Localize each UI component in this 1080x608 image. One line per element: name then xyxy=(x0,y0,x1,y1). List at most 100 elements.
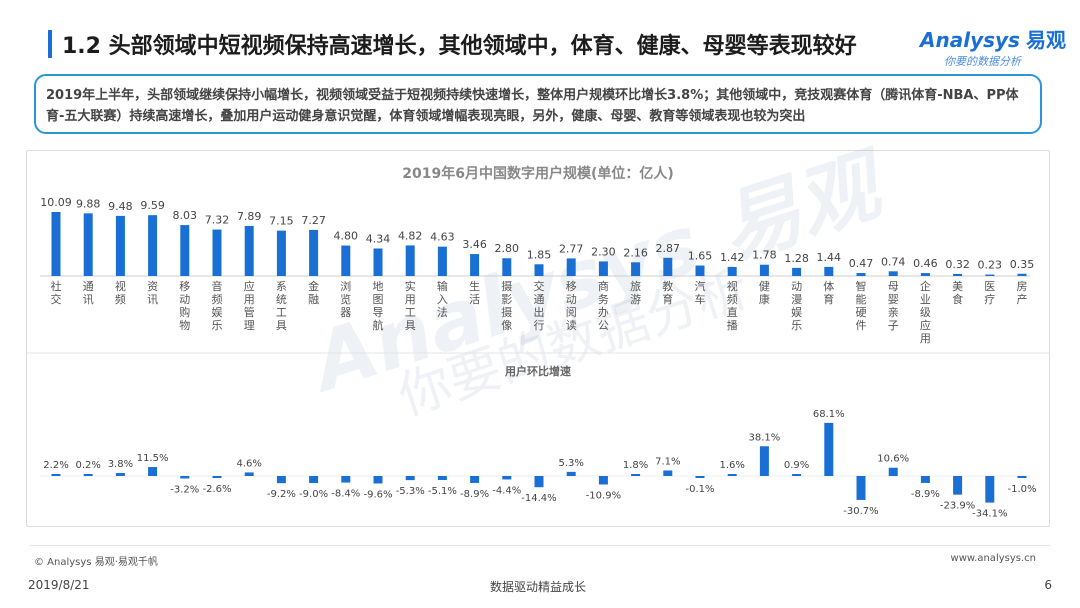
category-label: 母婴亲子 xyxy=(888,280,899,332)
growth-bar xyxy=(405,476,415,481)
category-label: 视频 xyxy=(115,279,126,306)
growth-value-label: 38.1% xyxy=(749,432,781,443)
growth-value-label: -9.0% xyxy=(299,489,328,500)
category-label: 体育 xyxy=(823,279,834,306)
brand-name-en: Analysys xyxy=(920,28,1020,52)
brand-name: Analysys 易观 xyxy=(920,24,1066,53)
growth-bar xyxy=(437,476,447,480)
category-label: 移动阅读 xyxy=(566,280,577,332)
growth-value-label: 7.1% xyxy=(655,456,680,467)
scale-bar xyxy=(437,246,447,276)
growth-value-label: 1.6% xyxy=(719,460,744,471)
category-label: 输入法 xyxy=(437,279,448,319)
scale-bar xyxy=(759,264,769,276)
category-label: 智能硬件 xyxy=(856,279,867,332)
growth-value-label: -4.4% xyxy=(492,485,521,496)
scale-value-label: 4.63 xyxy=(430,231,455,244)
scale-bar xyxy=(792,267,802,276)
category-label: 商务办公 xyxy=(598,279,609,332)
scale-value-label: 7.15 xyxy=(269,215,294,228)
growth-value-label: 1.8% xyxy=(623,460,648,471)
scale-bar xyxy=(888,271,898,276)
scale-value-label: 4.82 xyxy=(398,229,423,242)
scale-value-label: 9.59 xyxy=(140,199,165,212)
category-label: 移动购物 xyxy=(179,280,190,332)
scale-bar xyxy=(180,225,190,276)
growth-bar xyxy=(373,476,383,484)
growth-bar xyxy=(51,474,61,476)
category-label: 社交 xyxy=(51,279,62,306)
growth-bar xyxy=(566,471,576,476)
growth-bar xyxy=(695,476,705,478)
scale-value-label: 0.47 xyxy=(849,257,874,270)
category-label: 浏览器 xyxy=(340,279,351,319)
scale-value-label: 4.34 xyxy=(366,232,391,245)
scale-bar xyxy=(1017,273,1027,276)
category-label: 旅游 xyxy=(630,279,641,306)
scale-value-label: 9.88 xyxy=(76,197,101,210)
brand-name-cn: 易观 xyxy=(1025,28,1066,52)
scale-bar xyxy=(83,213,93,276)
growth-value-label: 2.2% xyxy=(43,460,68,471)
category-label: 音频娱乐 xyxy=(212,279,223,332)
growth-value-label: -8.4% xyxy=(331,489,360,500)
scale-value-label: 0.35 xyxy=(1010,258,1035,271)
copyright: © Analysys 易观·易观千帆 xyxy=(34,557,158,568)
scale-value-label: 1.78 xyxy=(752,249,777,262)
scale-bar xyxy=(212,229,222,276)
scale-value-label: 7.32 xyxy=(205,214,230,227)
scale-value-label: 0.74 xyxy=(881,255,906,268)
growth-value-label: -9.2% xyxy=(267,489,296,500)
growth-bar xyxy=(276,476,286,484)
scale-bar xyxy=(341,245,351,276)
scale-bar xyxy=(985,274,995,276)
category-label: 实用工具 xyxy=(405,279,416,332)
growth-value-label: 11.5% xyxy=(137,453,169,464)
category-label: 汽车 xyxy=(695,279,706,306)
report-date: 2019/8/21 xyxy=(28,578,90,592)
growth-bar xyxy=(341,476,351,483)
growth-bar xyxy=(856,476,866,500)
growth-value-label: -9.6% xyxy=(363,489,392,500)
growth-bar xyxy=(792,474,802,476)
growth-value-label: 0.2% xyxy=(75,460,100,471)
scale-value-label: 1.44 xyxy=(817,251,842,264)
scale-value-label: 0.46 xyxy=(913,257,938,270)
scale-bars: 10.09 9.88 9.48 9.59 8.03 7.32 7.89 7.15 7.27 4.8… xyxy=(40,196,1035,277)
scale-bar xyxy=(631,262,641,276)
category-label: 资讯 xyxy=(147,280,158,306)
scale-value-label: 1.28 xyxy=(784,252,809,265)
category-label: 美食 xyxy=(952,280,963,306)
growth-bar xyxy=(115,473,125,476)
scale-bar xyxy=(470,254,480,276)
growth-bar xyxy=(953,476,963,495)
growth-value-label: -23.9% xyxy=(940,501,975,512)
scale-bar xyxy=(244,225,254,276)
growth-value-label: 0.9% xyxy=(784,460,809,471)
scale-bar xyxy=(598,261,608,276)
scale-value-label: 8.03 xyxy=(173,209,198,222)
scale-bar xyxy=(405,245,415,276)
growth-bar xyxy=(502,476,512,480)
growth-value-label: 10.6% xyxy=(877,454,909,465)
growth-value-label: 5.3% xyxy=(558,458,583,469)
scale-value-label: 1.42 xyxy=(720,251,745,264)
scale-bar xyxy=(502,258,512,276)
growth-bars: 2.2% 0.2% 3.8% 11.5% -3.2% -2.6% 4.6% -9.2% -9.0… xyxy=(40,409,1037,520)
growth-bar xyxy=(598,476,608,485)
scale-value-label: 9.48 xyxy=(108,200,132,213)
category-label: 金融 xyxy=(308,279,319,306)
category-label: 教育 xyxy=(662,280,673,306)
category-label: 动漫娱乐 xyxy=(791,280,802,332)
page-title: 1.2 头部领域中短视频保持高速增长，其他领域中，体育、健康、母婴等表现较好 xyxy=(62,34,857,59)
scale-value-label: 1.85 xyxy=(527,248,552,261)
growth-bar xyxy=(180,476,190,479)
scale-bar xyxy=(373,248,383,276)
category-label: 应用管理 xyxy=(244,279,255,332)
scale-bar xyxy=(309,229,319,276)
category-label: 生活 xyxy=(469,279,480,306)
scale-value-label: 0.32 xyxy=(945,258,970,271)
category-label: 摄影摄像 xyxy=(501,279,512,332)
scale-value-label: 7.27 xyxy=(301,214,326,227)
